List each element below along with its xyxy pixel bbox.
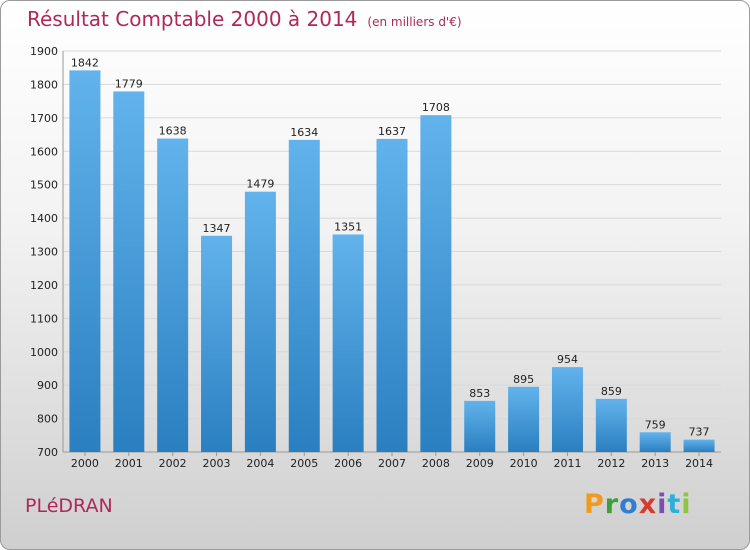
value-label-2014: 737: [689, 426, 710, 439]
y-tick-label: 1600: [30, 145, 58, 158]
value-label-2002: 1638: [159, 125, 187, 138]
value-label-2009: 853: [469, 387, 490, 400]
x-tick-label-2008: 2008: [422, 457, 450, 470]
bar-2009[interactable]: [464, 400, 496, 452]
chart-title: Résultat Comptable 2000 à 2014 (en millie…: [27, 7, 462, 31]
bar-2006[interactable]: [332, 234, 364, 452]
y-tick-label: 1000: [30, 346, 58, 359]
value-label-2011: 954: [557, 353, 578, 366]
x-tick-label-2013: 2013: [641, 457, 669, 470]
y-tick-label: 1300: [30, 246, 58, 259]
value-label-2000: 1842: [71, 56, 99, 69]
value-label-2004: 1479: [246, 178, 274, 191]
bar-2001[interactable]: [113, 91, 145, 452]
x-tick-label-2003: 2003: [203, 457, 231, 470]
value-label-2010: 895: [513, 373, 534, 386]
bar-2013[interactable]: [639, 432, 671, 452]
x-tick-label-2007: 2007: [378, 457, 406, 470]
bar-2012[interactable]: [595, 398, 627, 452]
y-tick-label: 1100: [30, 312, 58, 325]
bar-2002[interactable]: [157, 138, 189, 452]
y-tick-label: 700: [37, 446, 58, 459]
value-label-2001: 1779: [115, 77, 143, 90]
value-label-2013: 759: [645, 418, 666, 431]
x-tick-label-2014: 2014: [685, 457, 713, 470]
y-tick-label: 1700: [30, 112, 58, 125]
value-label-2005: 1634: [290, 126, 318, 139]
bar-2007[interactable]: [376, 138, 408, 452]
x-tick-label-2010: 2010: [510, 457, 538, 470]
x-tick-label-2005: 2005: [290, 457, 318, 470]
x-tick-label-2006: 2006: [334, 457, 362, 470]
bar-2011[interactable]: [551, 367, 583, 452]
y-tick-label: 900: [37, 379, 58, 392]
value-label-2012: 859: [601, 385, 622, 398]
y-tick-label: 1400: [30, 212, 58, 225]
x-tick-label-2011: 2011: [553, 457, 581, 470]
y-tick-label: 1800: [30, 78, 58, 91]
bar-2000[interactable]: [69, 70, 101, 453]
x-tick-label-2012: 2012: [597, 457, 625, 470]
city-name: PLéDRAN: [25, 495, 113, 517]
y-tick-label: 1900: [30, 45, 58, 58]
value-label-2007: 1637: [378, 125, 406, 138]
bar-2005[interactable]: [288, 139, 320, 452]
x-tick-label-2002: 2002: [159, 457, 187, 470]
bar-layer: 1842 1779 1638 1347 1479 1634 1351 1637 1708 853 8…: [69, 56, 715, 453]
bar-2003[interactable]: [201, 235, 233, 452]
proxiti-logo[interactable]: Proxiti: [584, 489, 692, 520]
bar-2004[interactable]: [244, 191, 276, 452]
value-label-2008: 1708: [422, 101, 450, 114]
y-tick-label: 1500: [30, 179, 58, 192]
y-tick-label: 1200: [30, 279, 58, 292]
bar-2010[interactable]: [508, 386, 540, 452]
value-label-2006: 1351: [334, 220, 362, 233]
x-tick-label-2004: 2004: [246, 457, 274, 470]
x-tick-label-2001: 2001: [115, 457, 143, 470]
chart-subtitle: (en milliers d'€): [367, 15, 462, 29]
x-tick-label-2000: 2000: [71, 457, 99, 470]
bar-2014[interactable]: [683, 439, 715, 452]
value-label-2003: 1347: [203, 222, 231, 235]
x-tick-label-2009: 2009: [466, 457, 494, 470]
bar-2008[interactable]: [420, 115, 452, 452]
chart-title-text: Résultat Comptable 2000 à 2014: [27, 7, 358, 31]
y-tick-label: 800: [37, 413, 58, 426]
